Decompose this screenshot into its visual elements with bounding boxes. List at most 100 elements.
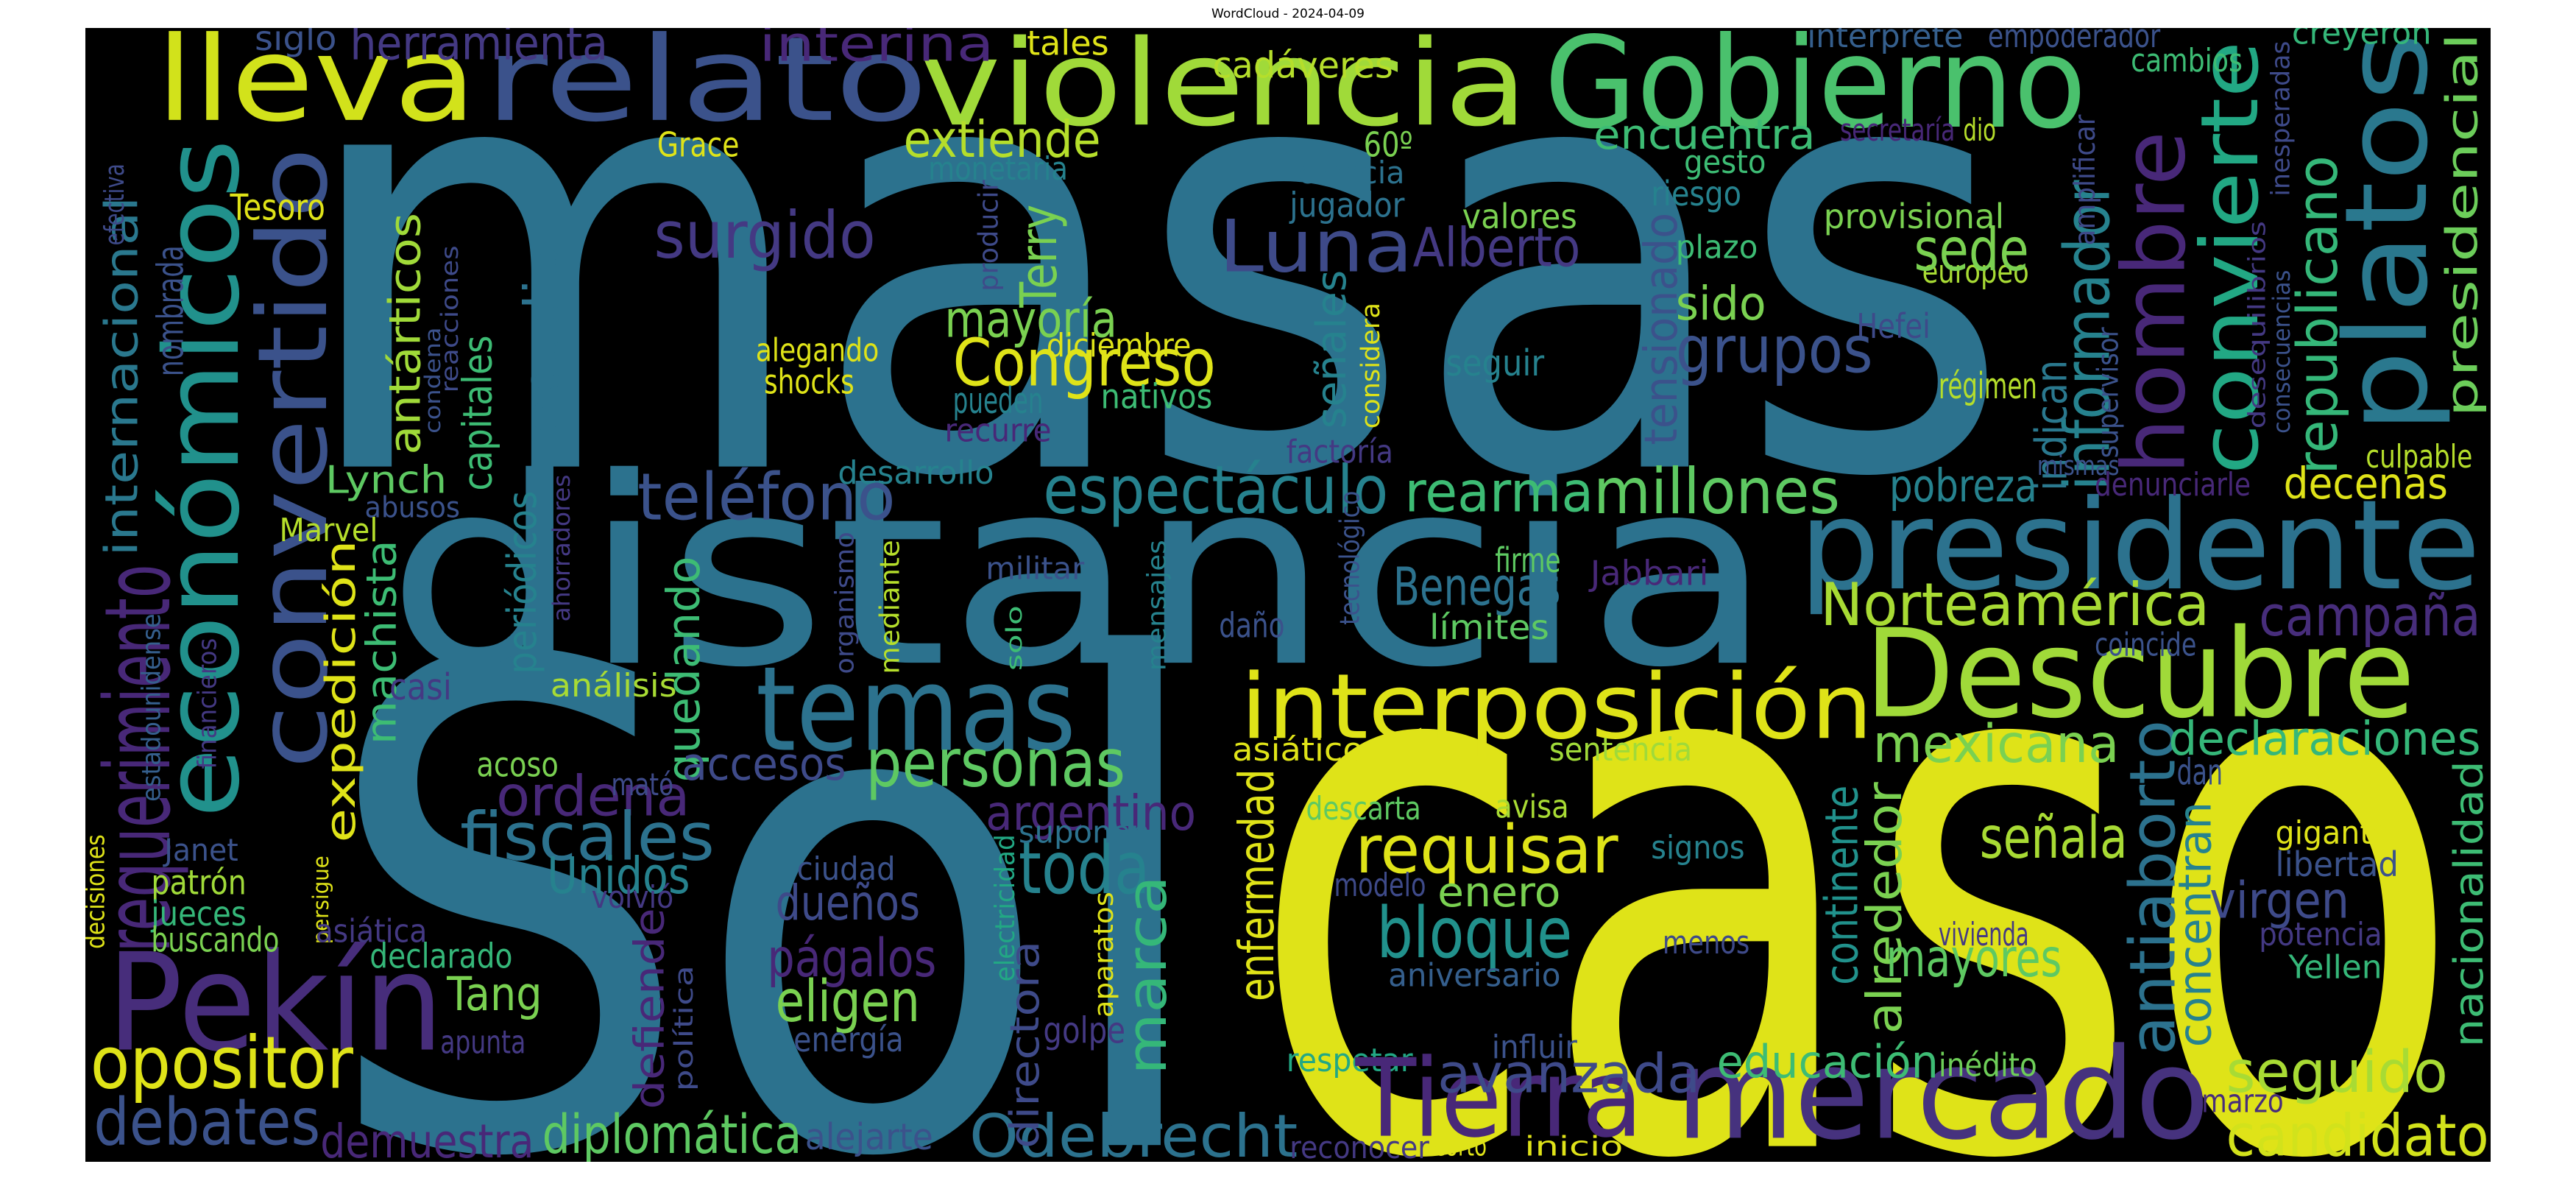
word: requerimiento xyxy=(85,565,191,953)
word: Sol xyxy=(320,523,1216,1178)
word: marzo xyxy=(2201,1083,2284,1121)
word: concentran xyxy=(2169,802,2221,1047)
word: extiende xyxy=(904,110,1101,169)
word: aparatos xyxy=(1088,892,1119,1017)
word: ahorradores xyxy=(548,474,576,621)
word: Jabbari xyxy=(1588,554,1709,593)
word: capitales xyxy=(455,336,501,491)
word: descarta xyxy=(1306,790,1421,828)
word: Benegas xyxy=(1393,557,1561,618)
word: Norteamérica xyxy=(1820,571,2209,640)
word: interina xyxy=(759,16,994,73)
word: enfermedad xyxy=(1228,769,1285,1001)
word: fiscales xyxy=(460,798,715,875)
word: riesgo xyxy=(1651,174,1741,214)
word: daño xyxy=(1219,606,1284,646)
word: Marvel xyxy=(279,512,378,549)
word: signos xyxy=(1651,829,1744,867)
word: secretaría xyxy=(1840,112,1955,148)
word: ciudad xyxy=(797,850,896,888)
word: argentino xyxy=(986,785,1196,842)
word: millones xyxy=(1593,456,1840,529)
word: volvió xyxy=(592,879,674,915)
word: seguido xyxy=(2226,1039,2448,1106)
word: valores xyxy=(1462,197,1577,236)
word: decenas xyxy=(2284,459,2448,509)
word: Odebrecht xyxy=(969,1102,1298,1171)
word: surgido xyxy=(654,197,875,273)
word: patrón xyxy=(151,863,246,903)
word: mató xyxy=(611,766,673,803)
word: mensajes xyxy=(1143,540,1172,671)
word: modelo xyxy=(1334,867,1426,904)
word: nativos xyxy=(1101,377,1213,417)
word: bloque xyxy=(1377,893,1573,974)
word: energía xyxy=(793,1020,904,1059)
word: presidente xyxy=(1799,473,2480,618)
word: ordena xyxy=(496,764,690,829)
word: decisiones xyxy=(82,834,111,949)
word: caso xyxy=(1248,455,2464,1178)
word: factoría xyxy=(1287,433,1393,470)
word: mayoría xyxy=(944,291,1117,350)
word: quedando xyxy=(658,557,710,783)
word: empoderador xyxy=(1988,18,2161,55)
word: grupos xyxy=(1676,312,1873,388)
word: siglo xyxy=(255,18,337,58)
word: rearma xyxy=(1404,459,1593,524)
word: alrededor xyxy=(1855,781,1913,1034)
word: consecuencias xyxy=(2268,270,2296,434)
word: herramienta xyxy=(350,16,607,71)
word: producir xyxy=(973,180,1005,292)
word: antárticos xyxy=(380,213,431,455)
word: gigante xyxy=(2276,814,2391,852)
word: asiática xyxy=(316,912,428,950)
word: avisa xyxy=(1495,789,1568,826)
word: apunta xyxy=(440,1024,526,1062)
word: sentencia xyxy=(1549,731,1692,769)
word: antiaborto xyxy=(2117,720,2190,1056)
word: campaña xyxy=(2259,584,2480,649)
word: distancia xyxy=(386,423,1774,724)
word: masas xyxy=(296,0,2013,606)
word: estadounidense xyxy=(138,613,167,802)
word: demuestra xyxy=(320,1114,534,1168)
word: shocks xyxy=(764,362,854,402)
word: solo xyxy=(1002,605,1027,671)
word: mayores xyxy=(1886,928,2062,989)
word: indican xyxy=(2025,360,2076,491)
word: candidato xyxy=(2226,1102,2489,1169)
word: análisis xyxy=(551,667,677,705)
word: tensionado xyxy=(1635,213,1688,445)
word: financieros xyxy=(193,638,222,769)
word: mercado xyxy=(1676,1021,2209,1168)
word: personas xyxy=(866,724,1125,802)
word: dan xyxy=(2177,751,2223,793)
word: suponen xyxy=(1019,814,1150,850)
word: págalos xyxy=(767,928,936,989)
word: defiende xyxy=(626,908,673,1109)
word: asiático xyxy=(1232,731,1364,769)
word: mismas xyxy=(2037,450,2120,482)
word: dueños xyxy=(776,875,920,931)
word: pobreza xyxy=(1889,460,2037,512)
word: abusos xyxy=(365,491,460,524)
word: acoso xyxy=(476,745,559,785)
word: debates xyxy=(93,1084,320,1160)
word: informador xyxy=(2050,180,2124,491)
word: convierte xyxy=(2184,41,2276,475)
word: Alberto xyxy=(1413,216,1581,279)
word: electricidad xyxy=(989,834,1021,981)
word: Hefei xyxy=(1856,306,1930,346)
word: requisar xyxy=(1356,811,1619,889)
word: inicio xyxy=(1524,1131,1623,1163)
word: avanzada xyxy=(1437,1043,1700,1106)
word: lleva xyxy=(156,13,476,148)
word: declaraciones xyxy=(2168,711,2480,766)
word: intérprete xyxy=(1807,18,1963,55)
word: inesperadas xyxy=(2266,41,2296,197)
word: virgen xyxy=(2209,872,2349,931)
word: menos xyxy=(1663,924,1749,962)
